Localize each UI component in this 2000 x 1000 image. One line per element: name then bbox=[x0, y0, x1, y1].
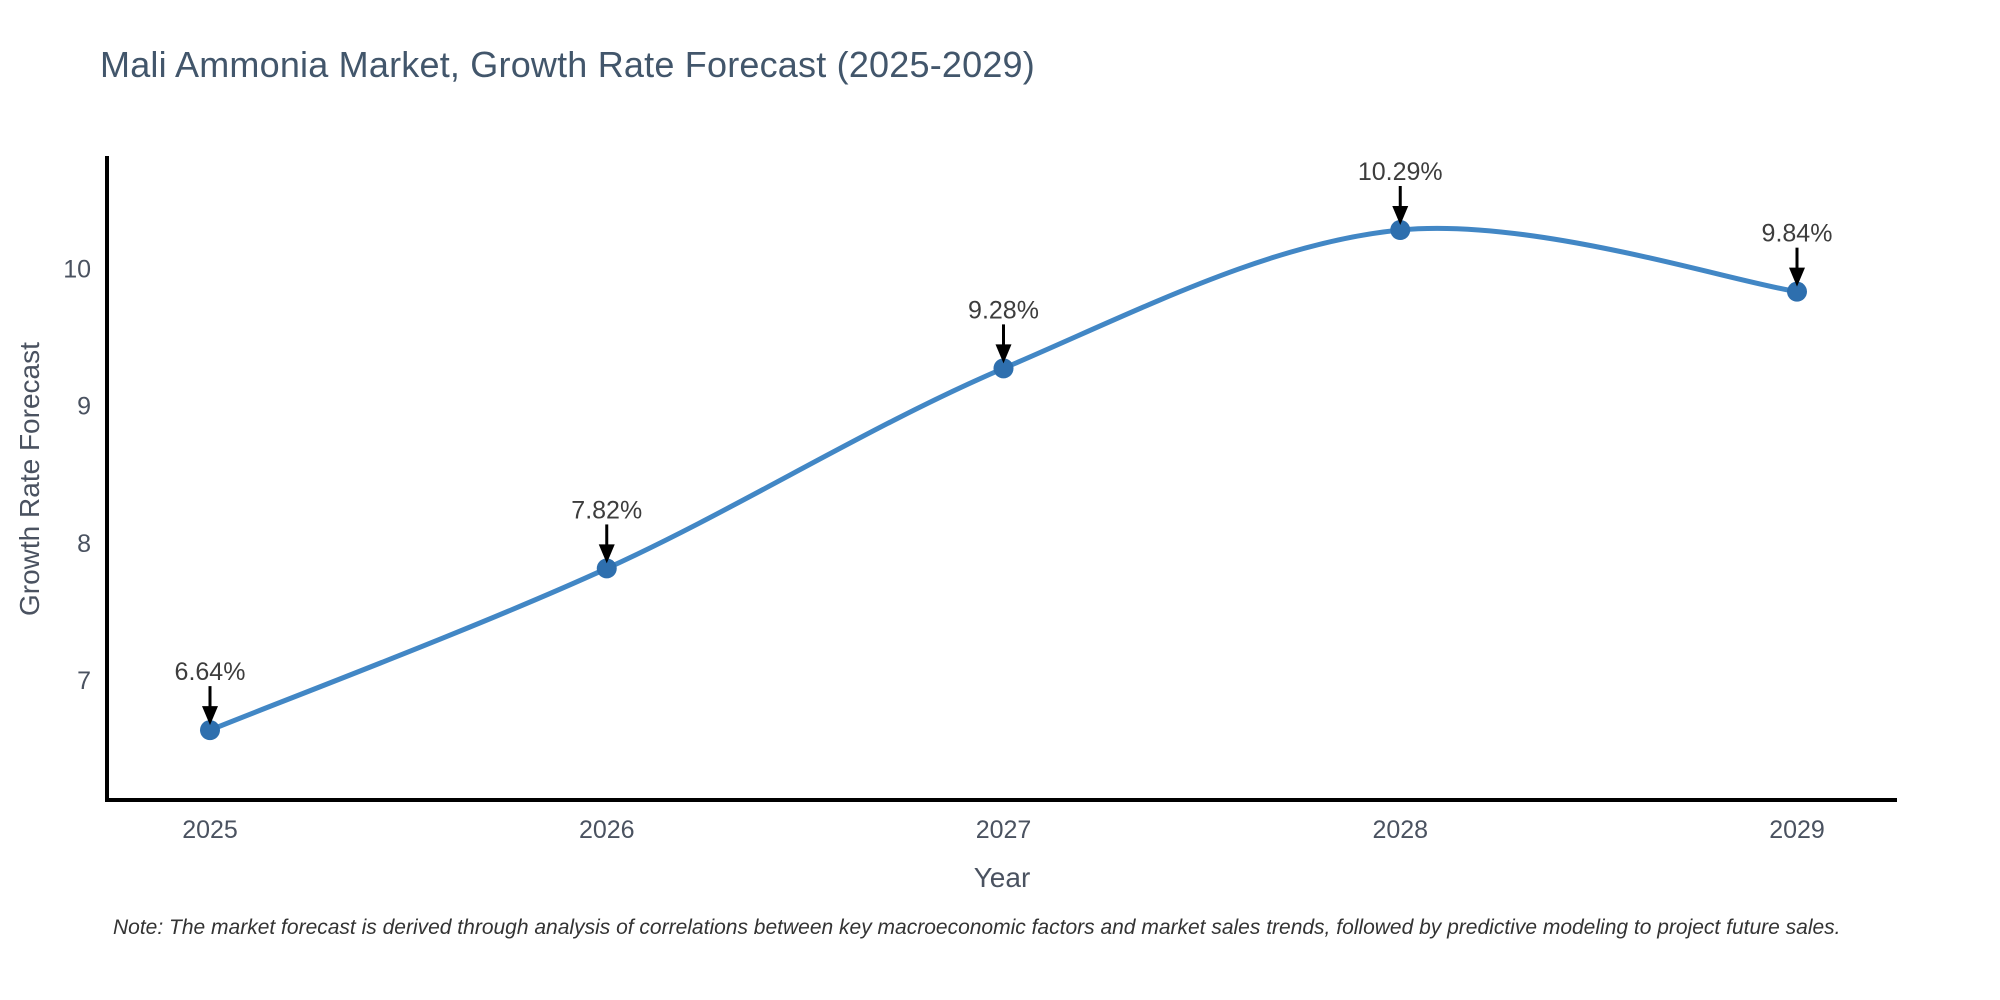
x-tick-label: 2027 bbox=[976, 816, 1032, 844]
annotation-arrowhead-icon bbox=[1392, 205, 1409, 225]
y-tick-label: 8 bbox=[77, 530, 91, 558]
annotation-label: 7.82% bbox=[571, 496, 642, 524]
data-point-2025[interactable] bbox=[200, 720, 220, 741]
data-point-2028[interactable] bbox=[1390, 219, 1411, 240]
y-tick-label: 7 bbox=[77, 667, 91, 695]
data-point-2029[interactable] bbox=[1787, 281, 1807, 302]
x-tick-label: 2029 bbox=[1769, 816, 1825, 844]
annotation-arrowhead-icon bbox=[202, 706, 218, 726]
y-tick-label: 9 bbox=[77, 393, 91, 421]
chart-title: Mali Ammonia Market, Growth Rate Forecas… bbox=[100, 44, 1035, 85]
data-point-2026[interactable] bbox=[596, 558, 617, 579]
x-tick-label: 2028 bbox=[1372, 816, 1428, 844]
annotation-label: 6.64% bbox=[175, 658, 246, 686]
x-axis-title: Year bbox=[973, 862, 1031, 893]
annotation-arrowhead-icon bbox=[598, 544, 615, 564]
annotation-label: 9.84% bbox=[1762, 220, 1833, 248]
y-axis-title: Growth Rate Forecast bbox=[14, 342, 45, 616]
footnote: Note: The market forecast is derived thr… bbox=[113, 916, 1841, 939]
x-tick-label: 2026 bbox=[579, 816, 635, 844]
annotation-label: 9.28% bbox=[968, 296, 1039, 324]
annotation-label: 10.29% bbox=[1358, 158, 1443, 186]
annotation-arrowhead-icon bbox=[995, 344, 1012, 364]
data-point-2027[interactable] bbox=[993, 358, 1014, 379]
y-tick-label: 10 bbox=[63, 256, 91, 284]
annotation-arrowhead-icon bbox=[1789, 267, 1805, 287]
x-tick-label: 2025 bbox=[182, 816, 238, 844]
